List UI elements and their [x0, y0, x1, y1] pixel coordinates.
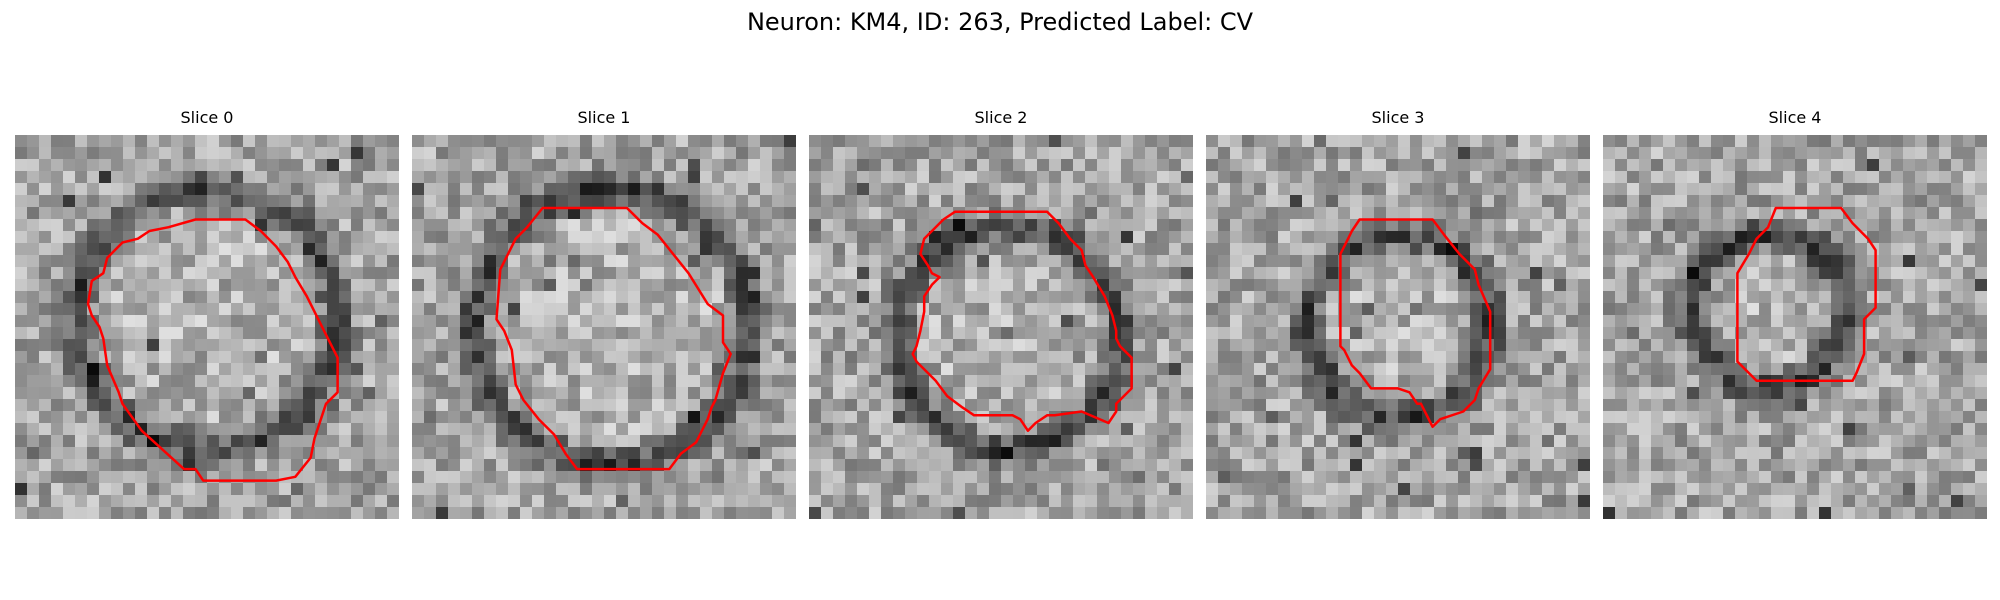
slice-image-4 [1603, 135, 1987, 519]
slice-image-0 [15, 135, 399, 519]
figure-title: Neuron: KM4, ID: 263, Predicted Label: C… [746, 8, 1254, 36]
pixel-grid [412, 135, 796, 519]
slice-panel-4: Slice 4 [1603, 108, 1987, 519]
slice-image-3 [1206, 135, 1590, 519]
slice-title-0: Slice 0 [180, 108, 234, 127]
slice-image-2 [809, 135, 1193, 519]
slice-title-1: Slice 1 [577, 108, 631, 127]
slice-title-3: Slice 3 [1371, 108, 1425, 127]
slice-title-2: Slice 2 [974, 108, 1028, 127]
pixel-grid [809, 135, 1193, 519]
segmentation-contour [495, 206, 732, 471]
slice-panel-1: Slice 1 [412, 108, 796, 519]
slice-image-1 [412, 135, 796, 519]
slice-panel-3: Slice 3 [1206, 108, 1590, 519]
pixel-grid [1206, 135, 1590, 519]
segmentation-contour [86, 218, 339, 482]
slice-title-4: Slice 4 [1768, 108, 1822, 127]
slice-panel-2: Slice 2 [809, 108, 1193, 519]
segmentation-contour [1339, 218, 1492, 429]
segmentation-contour [1736, 206, 1877, 383]
slice-panel-0: Slice 0 [15, 108, 399, 519]
pixel-grid [15, 135, 399, 519]
segmentation-contour [911, 210, 1133, 432]
pixel-grid [1603, 135, 1987, 519]
